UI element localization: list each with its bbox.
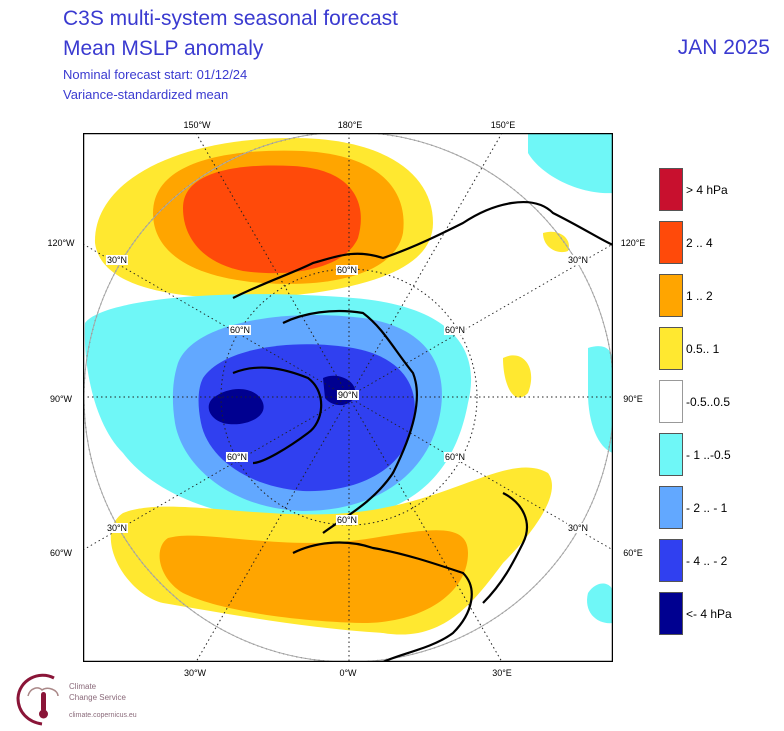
lon-label-150e: 150°E — [490, 120, 516, 130]
lat-label-30n: 30°N — [105, 523, 129, 533]
legend-label: -0.5..0.5 — [686, 395, 731, 409]
legend-swatch-0.5-1 — [659, 327, 683, 370]
lat-label-60n: 60°N — [228, 325, 252, 335]
legend-swatch-neg2-1 — [659, 486, 683, 529]
lat-label-60n: 60°N — [335, 515, 359, 525]
lon-label-90e: 90°E — [623, 394, 643, 404]
anomaly-1-2-atlantic-europe — [159, 530, 468, 623]
lat-label-30n: 30°N — [566, 255, 590, 265]
lon-label-30e: 30°E — [492, 668, 512, 678]
lat-label-90n: 90°N — [336, 390, 360, 400]
legend-swatch-lt-neg4 — [659, 592, 683, 635]
anomaly-neg4-arctic — [208, 375, 356, 425]
legend-swatch-neutral — [659, 380, 683, 423]
legend-swatch-2-4 — [659, 221, 683, 264]
copernicus-logo: Climate Change Service climate.copernicu… — [14, 672, 137, 731]
lon-label-90w: 90°W — [49, 394, 73, 404]
lat-label-60n: 60°N — [443, 452, 467, 462]
legend-swatch-neg1-0.5 — [659, 433, 683, 476]
polar-map — [83, 133, 613, 662]
chart-variable: Mean MSLP anomaly — [63, 37, 264, 60]
lon-label-150w: 150°W — [183, 120, 211, 130]
anomaly-neg0.5-1-indian — [587, 583, 613, 624]
lat-label-60n: 60°N — [335, 265, 359, 275]
lon-label-120e: 120°E — [620, 238, 646, 248]
legend-label: <- 4 hPa — [686, 607, 732, 621]
legend-label: - 2 .. - 1 — [686, 501, 728, 515]
logo-url: climate.copernicus.eu — [69, 712, 137, 719]
lat-label-30n: 30°N — [105, 255, 129, 265]
thermometer-cloud-icon — [16, 673, 59, 726]
logo-text: Change Service — [69, 693, 126, 702]
legend-label: 0.5.. 1 — [686, 342, 720, 356]
legend-swatch-1-2 — [659, 274, 683, 317]
lon-label-60e: 60°E — [623, 548, 643, 558]
anomaly-neg0.5-1-ne-pacific — [528, 133, 613, 194]
lon-label-30w: 30°W — [183, 668, 207, 678]
coastlines — [232, 201, 613, 662]
lon-label-180e: 180°E — [337, 120, 363, 130]
lon-label-60w: 60°W — [49, 548, 73, 558]
anomaly-neg0.5-1-asia — [588, 346, 613, 453]
legend-label: 2 .. 4 — [686, 236, 713, 250]
lon-label-0w: 0°W — [339, 668, 357, 678]
lat-label-60n: 60°N — [443, 325, 467, 335]
forecast-start: Nominal forecast start: 01/12/24 — [63, 67, 248, 82]
legend-label: - 1 ..-0.5 — [686, 448, 731, 462]
legend-label: - 4 .. - 2 — [686, 554, 728, 568]
anomaly-2-4-north-pacific — [183, 165, 361, 274]
lat-label-30n: 30°N — [566, 523, 590, 533]
logo-text: Climate — [69, 682, 97, 691]
legend-label: > 4 hPa — [686, 183, 728, 197]
lon-label-120w: 120°W — [47, 238, 75, 248]
anomaly-neg2-4-arctic — [198, 344, 415, 492]
forecast-method: Variance-standardized mean — [63, 87, 229, 102]
legend-swatch-neg4-2 — [659, 539, 683, 582]
chart-title: C3S multi-system seasonal forecast — [63, 7, 398, 30]
legend-swatch-gt4 — [659, 168, 683, 211]
legend-label: 1 .. 2 — [686, 289, 713, 303]
valid-month: JAN 2025 — [677, 36, 770, 59]
lat-label-60n: 60°N — [225, 452, 249, 462]
